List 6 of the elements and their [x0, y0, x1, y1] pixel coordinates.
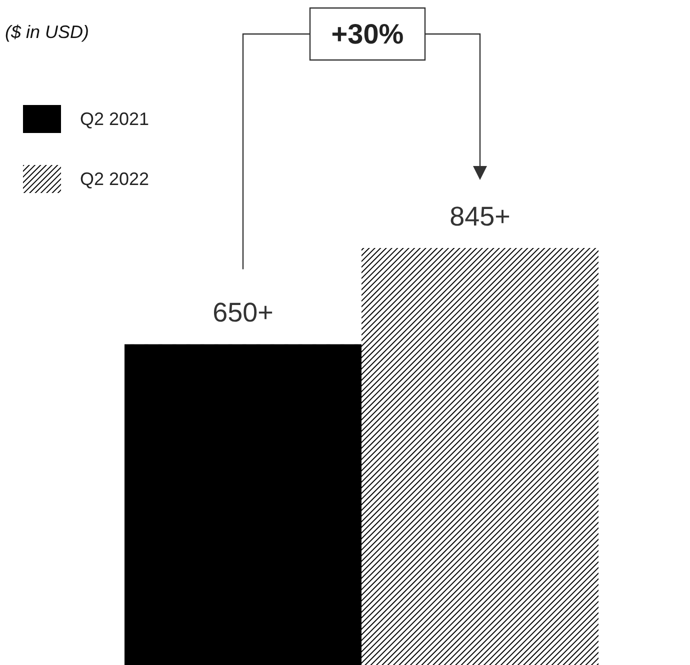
data-label: 845+	[450, 202, 510, 232]
data-label: 650+	[212, 298, 274, 328]
text: +30%	[331, 18, 404, 50]
legend-label: Q2 2021	[80, 109, 150, 129]
chart-title: ($ in USD)	[5, 22, 90, 42]
legend-label: Q2 2022	[80, 169, 150, 189]
